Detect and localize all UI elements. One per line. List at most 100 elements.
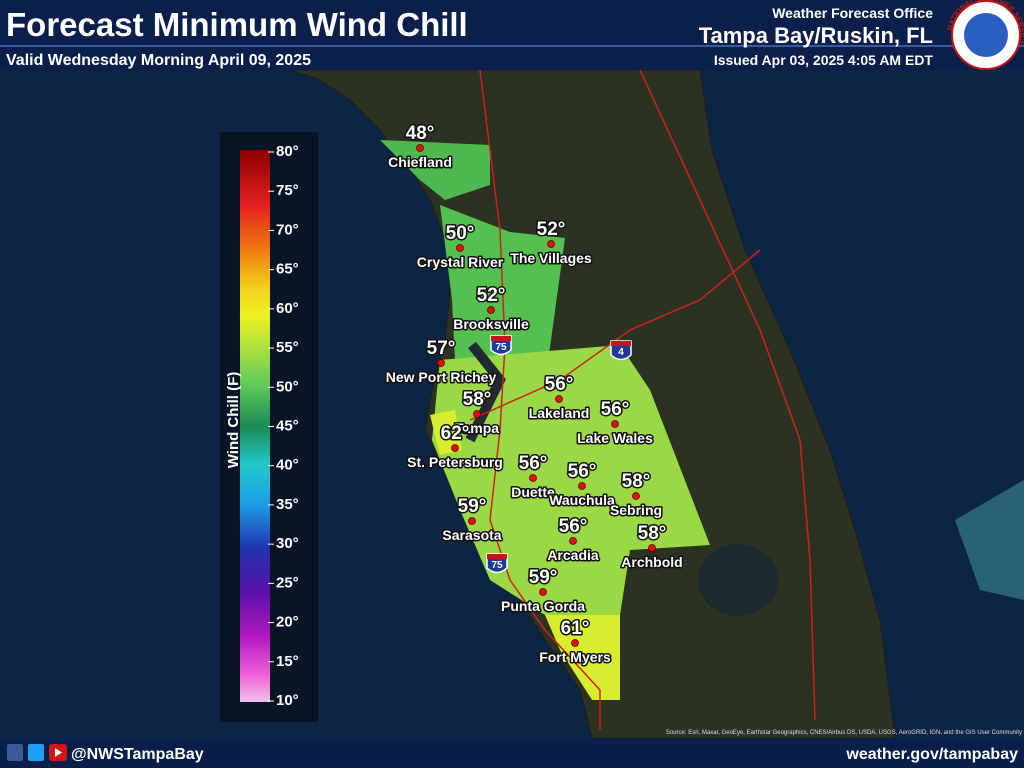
city-dot [473,410,481,418]
legend-label: 65° [276,261,299,278]
highway-number: 75 [495,342,507,353]
city-name: Lake Wales [577,430,653,446]
temperature-label: 48° [406,123,435,144]
city-name: Fort Myers [539,649,611,665]
logo-center [964,13,1008,57]
temperature-label: 56° [545,374,574,395]
temperature-label: 61° [561,618,590,639]
title: Forecast Minimum Wind Chill [6,6,468,43]
tampa-bay [465,341,506,443]
legend-label: 75° [276,182,299,199]
header-bar [0,0,1024,70]
legend-label: 70° [276,221,299,238]
legend-colorbar [240,150,270,702]
city-dot [555,395,563,403]
forecast-area [545,615,620,700]
city-dot [539,588,547,596]
legend-label: 45° [276,417,299,434]
city-dot [487,306,495,314]
forecast-area [380,140,490,200]
office: Weather Forecast Office [772,5,933,21]
highway-number: 4 [618,347,624,358]
legend-label: 55° [276,339,299,356]
city-name: New Port Richey [386,369,497,385]
highway-shield-top [611,341,631,346]
interstate-4 [469,249,761,421]
city-dot [468,517,476,525]
city-name: Duette [511,484,555,500]
city-dot [451,444,459,452]
legend-title: Wind Chill (F) [225,372,242,469]
legend-label: 35° [276,496,299,513]
lake-okeechobee [698,544,778,616]
highway-shield-top [491,336,511,341]
facebook-icon[interactable] [7,744,23,761]
highway-number: 75 [491,560,503,571]
temperature-label: 56° [519,453,548,474]
city-dot [569,537,577,545]
city-dot [578,482,586,490]
interstate-75 [479,69,601,730]
legend-label: 20° [276,614,299,631]
city-name: Crystal River [417,254,504,270]
city-dot [529,474,537,482]
issued: Issued Apr 03, 2025 4:05 AM EDT [714,52,934,68]
city-dot [416,144,424,152]
city-name: Punta Gorda [501,598,585,614]
city-name: Sarasota [442,527,501,543]
city-dot [456,244,464,252]
temperature-label: 50° [446,223,475,244]
location: Tampa Bay/Ruskin, FL [699,23,933,48]
city-name: Archbold [621,554,682,570]
website[interactable]: weather.gov/tampabay [845,746,1018,763]
city-dot [547,240,555,248]
twitter-icon[interactable] [28,744,44,761]
temperature-label: 56° [568,461,597,482]
temperature-label: 58° [463,389,492,410]
city-name: Sebring [610,502,662,518]
shoal [955,480,1024,600]
city-name: St. Petersburg [407,454,503,470]
city-name: The Villages [510,250,592,266]
legend-label: 25° [276,574,299,591]
legend-label: 60° [276,300,299,317]
header-rule [0,45,1024,47]
city-dot [632,492,640,500]
city-dot [571,639,579,647]
legend-label: 15° [276,653,299,670]
interstate-95 [639,69,816,721]
temperature-label: 56° [601,399,630,420]
social-handle[interactable]: @NWSTampaBay [71,746,204,763]
footer-bar [0,738,1024,768]
highway-shield-top [487,554,507,559]
city-dot [437,359,445,367]
legend-label: 10° [276,692,299,709]
temperature-label: 58° [622,471,651,492]
city-name: Chiefland [388,154,452,170]
subtitle: Valid Wednesday Morning April 09, 2025 [6,52,311,69]
youtube-play [55,748,62,757]
city-name: Arcadia [547,547,599,563]
attribution: Source: Esri, Maxar, GeoEye, Earthstar G… [666,730,1022,736]
legend-label: 30° [276,535,299,552]
forecast-area [430,410,462,455]
temperature-label: 62° [441,423,470,444]
city-dot [611,420,619,428]
temperature-label: 52° [477,285,506,306]
temperature-label: 59° [458,496,487,517]
temperature-label: 52° [537,219,566,240]
city-dot [648,544,656,552]
city-name: Wauchula [549,492,615,508]
temperature-label: 56° [559,516,588,537]
city-name: Lakeland [529,405,590,421]
temperature-label: 57° [427,338,456,359]
legend-label: 80° [276,143,299,160]
temperature-label: 58° [638,523,667,544]
city-name: Tampa [455,420,499,436]
legend-label: 50° [276,378,299,395]
city-name: Brooksville [453,316,529,332]
legend-label: 40° [276,457,299,474]
temperature-label: 59° [529,567,558,588]
